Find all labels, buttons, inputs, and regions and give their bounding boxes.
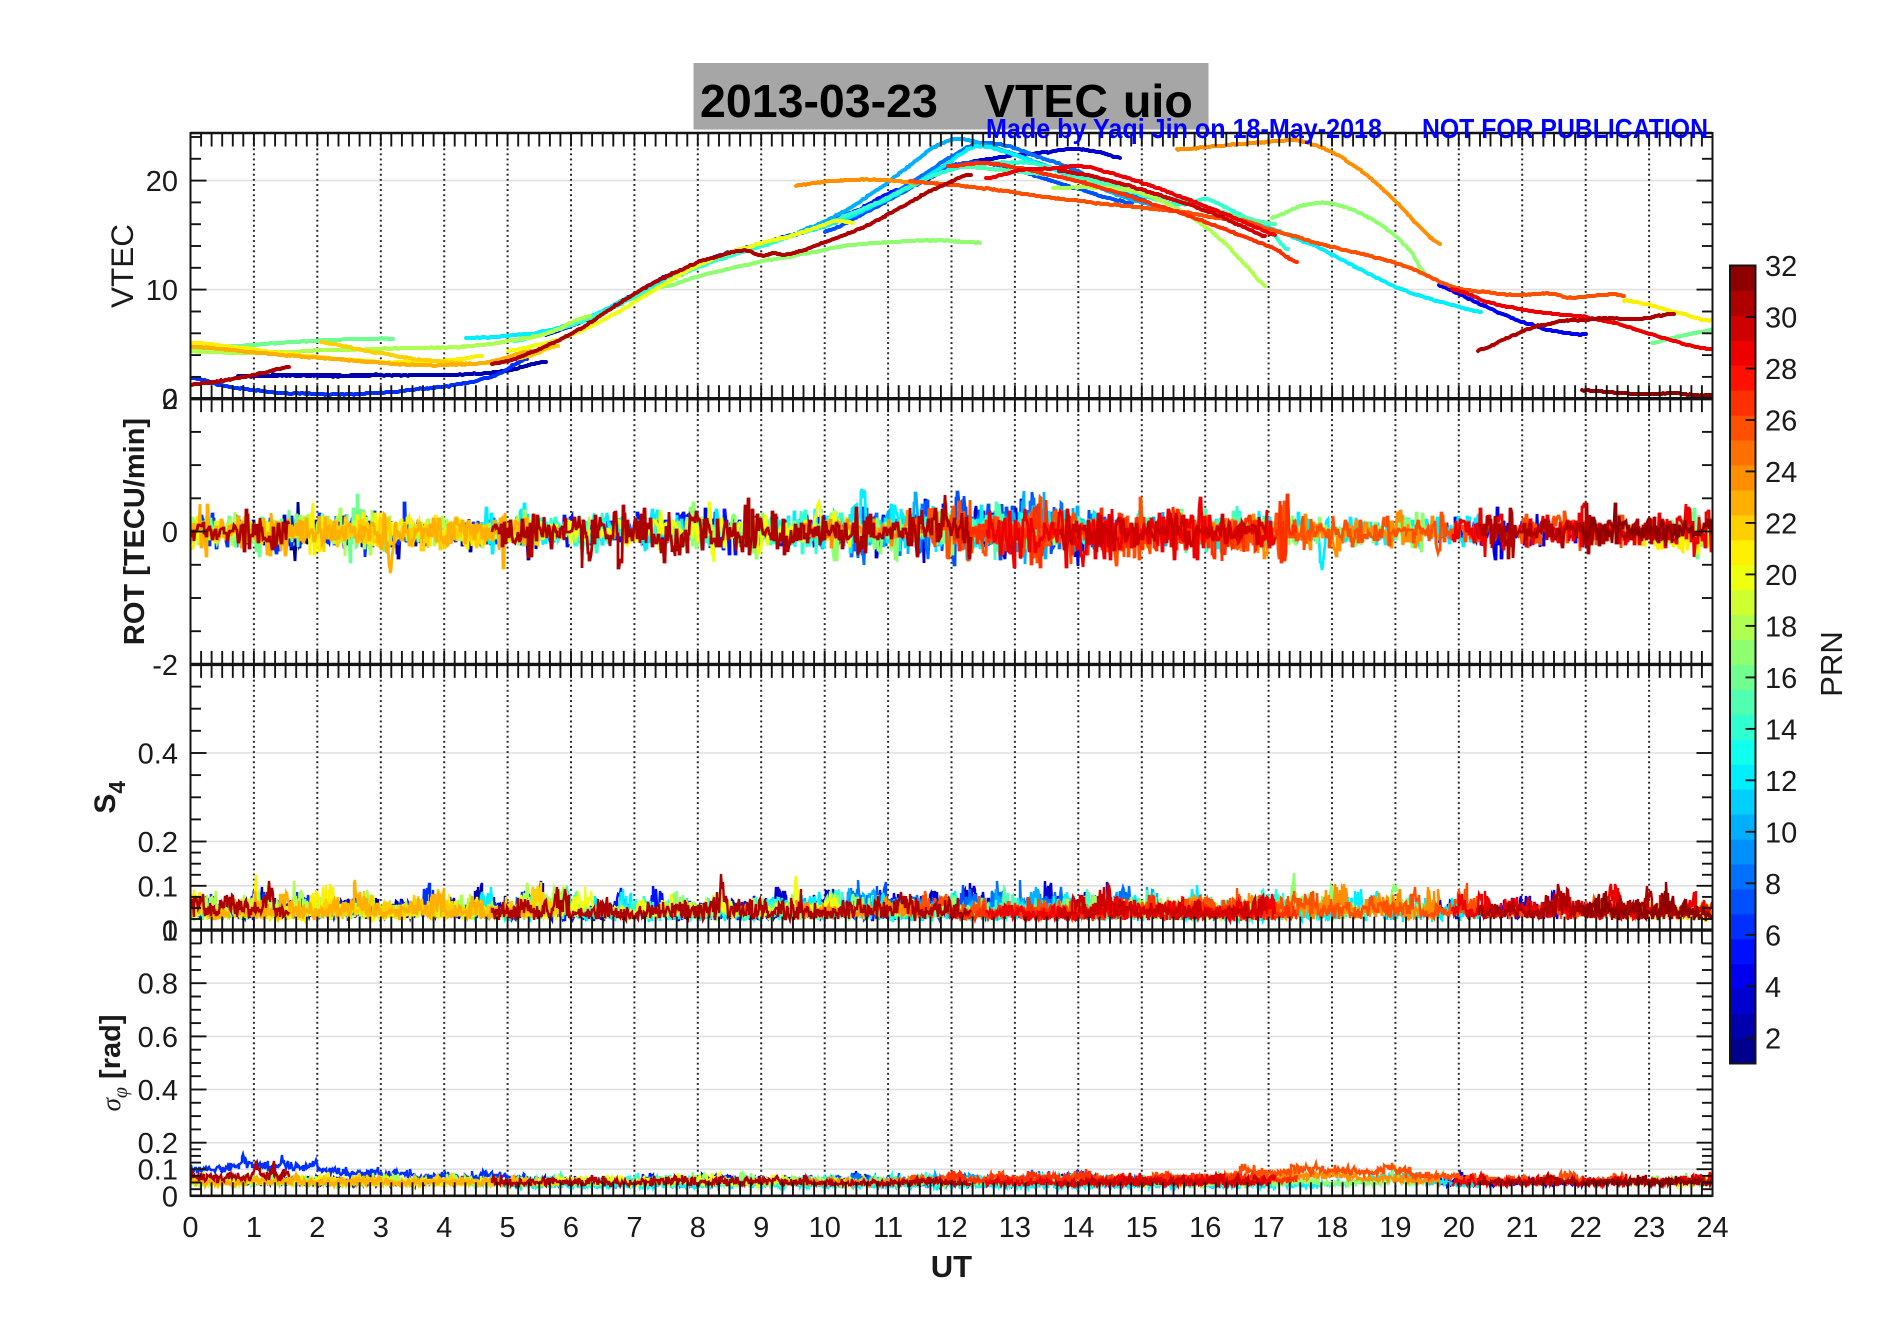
svg-text:13: 13 [999, 1212, 1031, 1244]
svg-text:0.8: 0.8 [138, 969, 178, 1001]
svg-text:16: 16 [1765, 663, 1797, 695]
svg-text:ROT [TECU/min]: ROT [TECU/min] [119, 418, 151, 645]
svg-text:32: 32 [1765, 251, 1797, 283]
svg-text:22: 22 [1765, 508, 1797, 540]
svg-text:0.1: 0.1 [138, 1155, 178, 1187]
svg-text:0: 0 [162, 384, 178, 416]
svg-text:24: 24 [1696, 1212, 1728, 1244]
svg-text:6: 6 [1765, 920, 1781, 952]
svg-text:9: 9 [753, 1212, 769, 1244]
svg-text:2: 2 [309, 1212, 325, 1244]
svg-text:18: 18 [1765, 611, 1797, 643]
svg-text:σφ [rad]: σφ [rad] [95, 1014, 132, 1111]
svg-text:18: 18 [1316, 1212, 1348, 1244]
svg-text:3: 3 [373, 1212, 389, 1244]
svg-text:UT: UT [931, 1249, 972, 1284]
svg-text:14: 14 [1765, 714, 1797, 746]
svg-text:4: 4 [436, 1212, 452, 1244]
svg-text:2: 2 [1765, 1023, 1781, 1055]
svg-text:0: 0 [182, 1212, 198, 1244]
svg-text:26: 26 [1765, 406, 1797, 438]
svg-text:19: 19 [1379, 1212, 1411, 1244]
svg-text:20: 20 [146, 166, 178, 198]
svg-text:12: 12 [935, 1212, 967, 1244]
svg-text:PRN: PRN [1814, 631, 1849, 696]
svg-text:21: 21 [1506, 1212, 1538, 1244]
svg-text:0.2: 0.2 [138, 827, 178, 859]
svg-text:0.4: 0.4 [138, 739, 178, 771]
svg-text:7: 7 [626, 1212, 642, 1244]
svg-text:16: 16 [1189, 1212, 1221, 1244]
svg-text:0.2: 0.2 [138, 1128, 178, 1160]
svg-text:22: 22 [1570, 1212, 1602, 1244]
svg-text:0: 0 [162, 517, 178, 549]
svg-text:VTEC: VTEC [104, 224, 140, 308]
svg-text:20: 20 [1765, 560, 1797, 592]
svg-text:-2: -2 [152, 650, 178, 682]
svg-text:0: 0 [162, 916, 178, 948]
svg-text:20: 20 [1443, 1212, 1475, 1244]
svg-text:5: 5 [500, 1212, 516, 1244]
svg-text:11: 11 [873, 1212, 903, 1244]
svg-text:1: 1 [162, 916, 178, 948]
svg-text:14: 14 [1062, 1212, 1094, 1244]
svg-text:Made by Yaqi Jin on 18-May-201: Made by Yaqi Jin on 18-May-2018 [986, 113, 1382, 144]
svg-text:10: 10 [809, 1212, 841, 1244]
svg-text:6: 6 [563, 1212, 579, 1244]
svg-text:30: 30 [1765, 303, 1797, 335]
svg-text:0: 0 [162, 1181, 178, 1213]
svg-text:12: 12 [1765, 766, 1797, 798]
svg-text:4: 4 [1765, 972, 1781, 1004]
svg-text:28: 28 [1765, 354, 1797, 386]
svg-text:23: 23 [1633, 1212, 1665, 1244]
svg-text:10: 10 [146, 275, 178, 307]
svg-text:0.4: 0.4 [138, 1075, 178, 1107]
svg-text:15: 15 [1126, 1212, 1158, 1244]
svg-text:8: 8 [1765, 869, 1781, 901]
svg-text:0.6: 0.6 [138, 1022, 178, 1054]
svg-text:0.1: 0.1 [138, 871, 178, 903]
svg-text:10: 10 [1765, 817, 1797, 849]
svg-text:8: 8 [690, 1212, 706, 1244]
svg-text:17: 17 [1252, 1212, 1284, 1244]
svg-text:24: 24 [1765, 457, 1797, 489]
svg-text:1: 1 [246, 1212, 262, 1244]
svg-text:NOT FOR PUBLICATION: NOT FOR PUBLICATION [1422, 113, 1708, 144]
svg-text:2: 2 [162, 384, 178, 416]
